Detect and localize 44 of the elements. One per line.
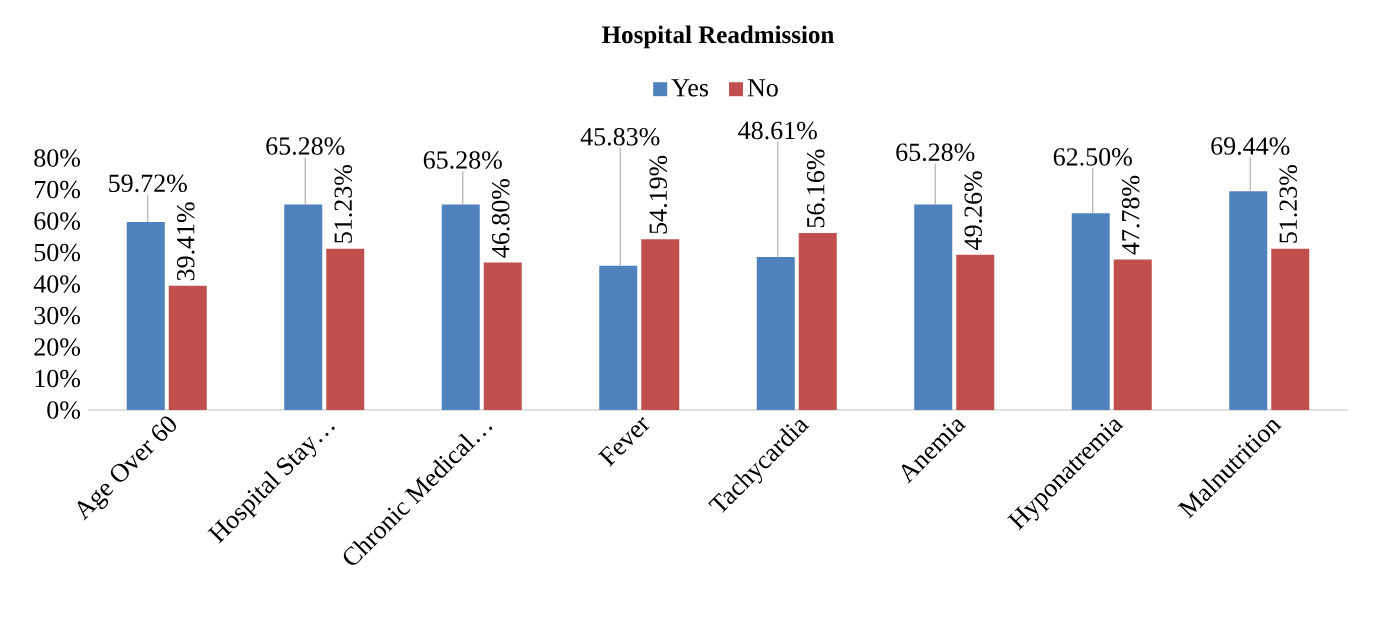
- bar: [798, 233, 837, 410]
- chart-title: Hospital Readmission: [602, 25, 834, 49]
- data-label: 46.80%: [491, 178, 510, 258]
- y-tick-label: 50%: [34, 243, 81, 262]
- bar: [441, 204, 480, 410]
- y-tick-label: 20%: [34, 338, 81, 356]
- data-label: 56.16%: [806, 149, 825, 228]
- data-label: 47.78%: [1121, 175, 1140, 255]
- bar: [326, 248, 365, 410]
- bar: [914, 204, 953, 410]
- bar: [956, 254, 995, 410]
- bar: [126, 221, 165, 410]
- bar: [168, 285, 207, 410]
- y-tick-label: 40%: [33, 275, 81, 293]
- data-label: 48.61%: [738, 121, 817, 140]
- data-label: 65.28%: [266, 137, 345, 155]
- data-label: 39.41%: [176, 202, 195, 281]
- bar: [641, 239, 680, 410]
- bar: [284, 204, 323, 410]
- data-label: 69.44%: [1211, 137, 1290, 155]
- legend-label: No: [747, 79, 778, 97]
- data-label: 54.19%: [649, 155, 668, 234]
- data-label: 49.26%: [964, 171, 983, 250]
- bar: [1071, 213, 1110, 410]
- y-tick-label: 10%: [35, 369, 81, 388]
- data-label: 51.23%: [1279, 164, 1298, 243]
- y-tick-label: 60%: [34, 212, 81, 230]
- bar: [1271, 248, 1310, 410]
- data-label: 65.28%: [423, 151, 502, 169]
- bar: [1113, 259, 1152, 410]
- bar: [1229, 191, 1268, 410]
- data-label: 51.23%: [334, 164, 353, 243]
- data-label: 65.28%: [896, 143, 975, 162]
- bar: [483, 262, 522, 410]
- data-label: 62.50%: [1053, 148, 1132, 166]
- bar: [599, 265, 638, 410]
- legend-label: Yes: [671, 79, 709, 97]
- bar: [756, 256, 795, 410]
- y-tick-label: 70%: [35, 180, 81, 199]
- data-label: 59.72%: [109, 174, 187, 193]
- y-tick-label: 0%: [47, 401, 81, 419]
- y-tick-label: 80%: [34, 149, 81, 167]
- data-label: 45.83%: [580, 127, 660, 146]
- y-tick-label: 30%: [34, 306, 81, 325]
